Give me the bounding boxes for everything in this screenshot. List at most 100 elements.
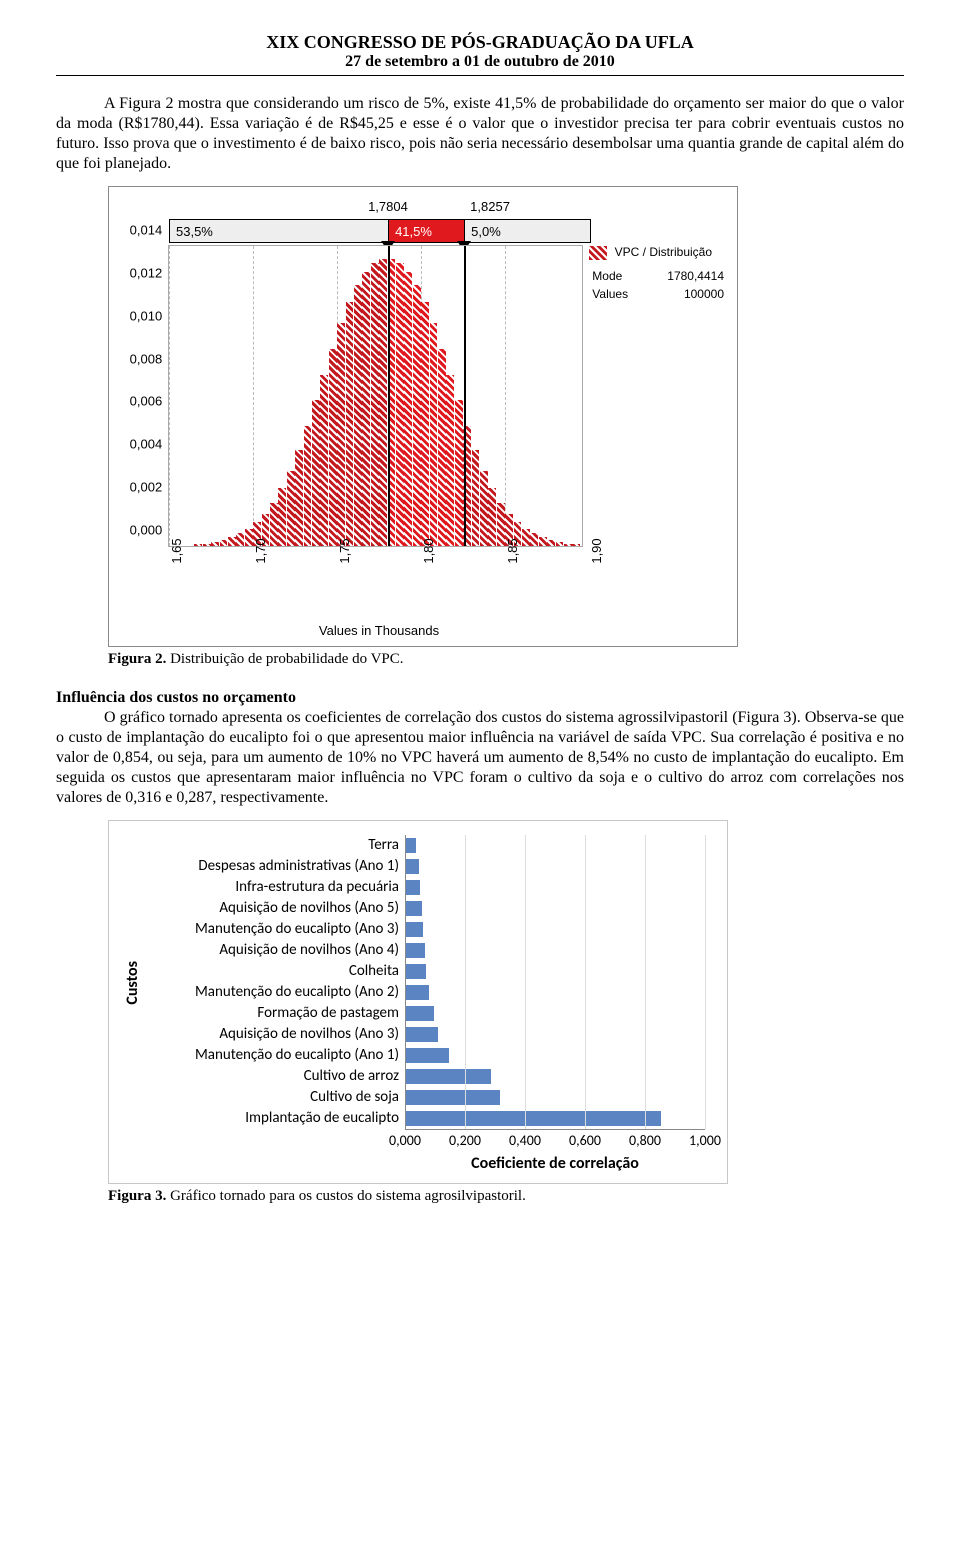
figure-2-bar — [547, 540, 555, 546]
figure-2-xtick: 1,90 — [589, 538, 604, 563]
figure-3-bar — [405, 838, 416, 853]
paragraph-1-text: A Figura 2 mostra que considerando um ri… — [56, 95, 904, 172]
figure-2-bar — [564, 544, 572, 546]
figure-3-bar — [405, 985, 429, 1000]
figure-2-bar — [556, 542, 564, 546]
figure-3-bar-row — [405, 1045, 705, 1066]
paragraph-2-text: O gráfico tornado apresenta os coeficien… — [56, 709, 904, 806]
figure-2-bar — [228, 537, 236, 546]
figure-2-ytick: 0,010 — [130, 308, 163, 323]
figure-2-region-pct-label: 5,0% — [465, 224, 501, 239]
legend-values-key: Values — [591, 286, 643, 302]
figure-2-marker-low: 1,7804 — [368, 199, 408, 214]
figure-3-category-label: Despesas administrativas (Ano 1) — [145, 856, 405, 877]
figure-3-gridline — [465, 835, 466, 1129]
figure-3-caption: Figura 3. Gráfico tornado para os custos… — [108, 1188, 904, 1205]
figure-2-bar — [522, 529, 530, 546]
figure-2-bar — [539, 537, 547, 546]
figure-3-bar — [405, 859, 419, 874]
legend-label: VPC / Distribuição — [615, 245, 712, 259]
figure-2-bar — [329, 349, 337, 546]
figure-2-marker-line — [464, 246, 466, 546]
figure-2-ytick: 0,006 — [130, 394, 163, 409]
figure-3-container: Custos TerraDespesas administrativas (An… — [108, 820, 728, 1184]
figure-3-bar — [405, 1069, 491, 1084]
legend-stats-table: Mode 1780,4414 Values 100000 — [589, 266, 727, 304]
figure-2-bar — [245, 529, 253, 546]
figure-3-bar-row — [405, 835, 705, 856]
figure-2-gridline — [253, 246, 254, 546]
figure-3-bar-row — [405, 877, 705, 898]
figure-2-bar — [455, 400, 463, 546]
figure-3-bar — [405, 1006, 434, 1021]
figure-2-bar — [480, 471, 488, 546]
figure-2-main: 0,0000,0020,0040,0060,0080,0100,0120,014… — [119, 245, 727, 547]
figure-3-category-label: Manutenção do eucalipto (Ano 3) — [145, 919, 405, 940]
figure-3-category-label: Formação de pastagem — [145, 1003, 405, 1024]
figure-2-bar — [220, 540, 228, 546]
figure-3-category-label: Aquisição de novilhos (Ano 3) — [145, 1024, 405, 1045]
figure-2-yaxis: 0,0000,0020,0040,0060,0080,0100,0120,014 — [119, 245, 168, 545]
figure-2-bar — [194, 544, 202, 546]
figure-3-xlabel: Coeficiente de correlação — [405, 1154, 705, 1173]
figure-3-category-label: Implantação de eucalipto — [145, 1108, 405, 1129]
figure-3-bar — [405, 1027, 438, 1042]
figure-3-bar-row — [405, 856, 705, 877]
figure-2-region-pct-label: 53,5% — [170, 224, 213, 239]
figure-2-gridline — [505, 246, 506, 546]
figure-3-category-label: Terra — [145, 835, 405, 856]
figure-3-ylabel: Custos — [119, 961, 145, 1005]
figure-3-bar — [405, 1048, 449, 1063]
figure-2-bar — [203, 544, 211, 546]
legend-mode-key: Mode — [591, 268, 643, 284]
figure-2-region-pct: 5,0% — [464, 219, 591, 243]
figure-3-category-label: Cultivo de arroz — [145, 1066, 405, 1087]
figure-2-bar — [430, 323, 438, 546]
figure-2-ytick: 0,008 — [130, 351, 163, 366]
figure-3-xtick: 0,800 — [629, 1132, 661, 1149]
figure-2-bar — [337, 323, 345, 546]
header-subtitle: 27 de setembro a 01 de outubro de 2010 — [56, 53, 904, 71]
figure-3-gridline — [585, 835, 586, 1129]
figure-2-bar — [379, 259, 387, 546]
figure-2-ytick: 0,000 — [130, 523, 163, 538]
figure-2-region-pct: 41,5% — [388, 219, 466, 243]
figure-3-gridline — [645, 835, 646, 1129]
header-title: XIX CONGRESSO DE PÓS-GRADUAÇÃO DA UFLA — [56, 32, 904, 53]
figure-2-bar — [346, 302, 354, 546]
figure-2-plot — [168, 245, 583, 547]
figure-2-ytick: 0,002 — [130, 480, 163, 495]
figure-2-marker-line — [388, 246, 390, 546]
figure-3-bar — [405, 880, 420, 895]
figure-3-bar-row — [405, 1108, 705, 1129]
figure-3-xtick: 0,600 — [569, 1132, 601, 1149]
figure-3-category-label: Aquisição de novilhos (Ano 5) — [145, 898, 405, 919]
figure-3-category-label: Colheita — [145, 961, 405, 982]
figure-3-caption-label: Figura 3. — [108, 1188, 166, 1204]
figure-3-bar-row — [405, 919, 705, 940]
figure-2-bar — [354, 285, 362, 546]
figure-2-xtick: 1,65 — [169, 538, 184, 563]
figure-2-caption-text: Distribuição de probabilidade do VPC. — [170, 651, 403, 667]
figure-2-ytick: 0,004 — [130, 437, 163, 452]
figure-2-xtick: 1,80 — [421, 538, 436, 563]
figure-3-category-label: Infra-estrutura da pecuária — [145, 877, 405, 898]
figure-2-bar — [236, 533, 244, 546]
figure-2-bar — [295, 450, 303, 546]
legend-mode-val: 1780,4414 — [645, 268, 725, 284]
figure-3-xtick: 0,000 — [389, 1132, 421, 1149]
figure-3-xaxis: 0,0000,2000,4000,6000,8001,000 — [405, 1130, 705, 1150]
figure-3-xtick: 1,000 — [689, 1132, 721, 1149]
figure-3-xtick: 0,200 — [449, 1132, 481, 1149]
figure-2-gridline — [169, 246, 170, 546]
section-2-title: Influência dos custos no orçamento — [56, 689, 296, 706]
figure-3-bar-row — [405, 1003, 705, 1024]
figure-3-plot — [405, 835, 705, 1130]
figure-2-ytick: 0,012 — [130, 265, 163, 280]
figure-2-bar — [446, 375, 454, 546]
figure-2-xlabel: Values in Thousands — [169, 623, 589, 638]
figure-3-bar — [405, 943, 425, 958]
figure-2-xtick: 1,85 — [505, 538, 520, 563]
figure-3-bar-row — [405, 898, 705, 919]
figure-3-bar-row — [405, 940, 705, 961]
